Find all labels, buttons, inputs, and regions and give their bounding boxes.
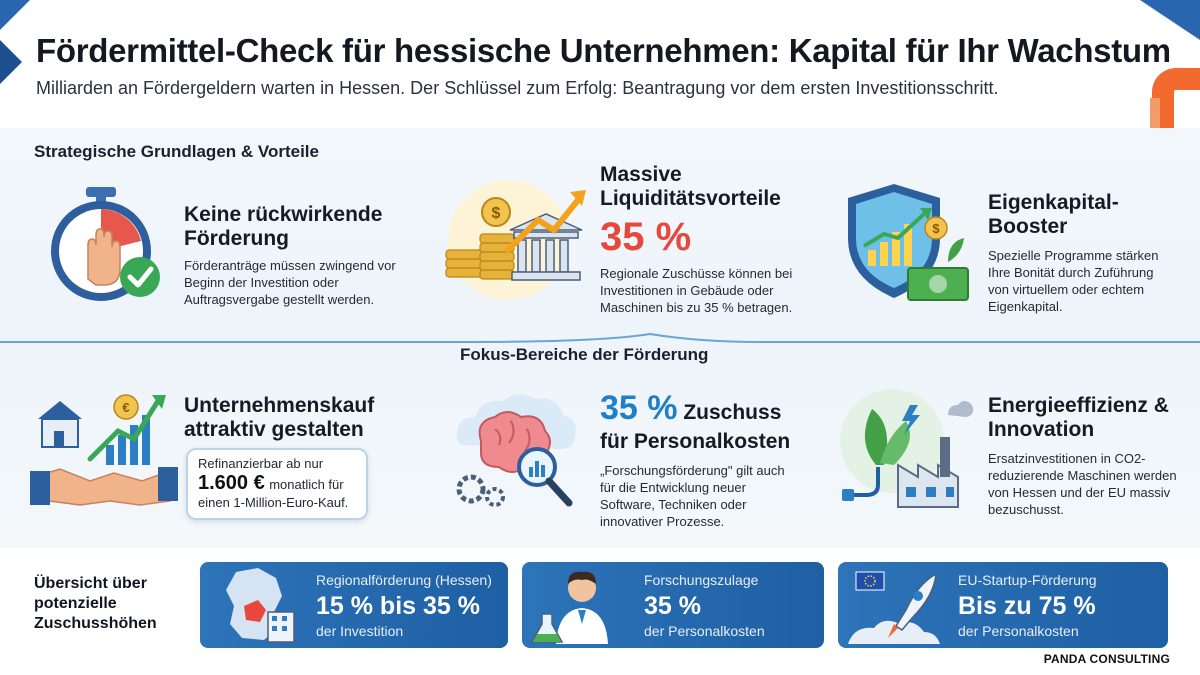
section-label-fokus: Fokus-Bereiche der Förderung	[460, 345, 709, 364]
leaf-plug-factory-icon	[840, 389, 974, 508]
brain-magnifier-gears-icon	[456, 394, 576, 507]
feature-keine-rueckwirkende-foerderung: Keine rückwirkende Förderung Förderanträ…	[184, 203, 414, 308]
germany-map-building-icon	[226, 568, 295, 643]
card-sub: der Investition	[316, 623, 404, 639]
card-value: 35 %	[644, 592, 701, 620]
card-label: Regionalförderung (Hessen)	[316, 572, 492, 588]
feature-personalkosten: 35 % Zuschuss für Personalkosten „Forsch…	[600, 386, 820, 530]
svg-text:$: $	[492, 205, 501, 222]
feature-liquiditaetsvorteile: Massive Liquiditätsvorteile 35 % Regiona…	[600, 163, 810, 316]
feature-title: Zuschuss	[683, 401, 782, 424]
corner-decoration-right	[1140, 0, 1200, 130]
svg-text:€: €	[122, 400, 129, 415]
card-label: Forschungszulage	[644, 572, 759, 588]
stopwatch-hand-check-icon	[51, 187, 160, 301]
card-forschungszulage: Forschungszulage 35 % der Personalkosten	[522, 562, 824, 648]
callout-amount: 1.600 €	[198, 472, 265, 494]
card-label: EU-Startup-Förderung	[958, 572, 1097, 588]
feature-title: Unternehmenskauf attraktiv gestalten	[184, 394, 375, 441]
section-label-grundlagen: Strategische Grundlagen & Vorteile	[34, 142, 319, 161]
card-value: Bis zu 75 %	[958, 592, 1096, 620]
highlight-percent: 35 %	[600, 215, 692, 259]
feature-title: Keine rückwirkende Förderung	[184, 203, 383, 250]
overview-label: Übersicht über potenzielle Zuschusshöhen	[34, 575, 157, 632]
feature-eigenkapital-booster: Eigenkapital-Booster Spezielle Programme…	[988, 191, 1178, 315]
callout-text: einen 1-Million-Euro-Kauf.	[198, 495, 349, 510]
eu-flag-rocket-icon	[848, 571, 940, 644]
feature-text: Förderanträge müssen zwingend vor Beginn…	[184, 258, 396, 307]
brand-logo-text: PANDA CONSULTING	[1043, 652, 1170, 666]
house-handshake-growth-icon: €	[30, 394, 178, 506]
page-title: Fördermittel-Check für hessische Unterne…	[36, 32, 1171, 69]
feature-text: „Forschungsförderung" gilt auch für die …	[600, 463, 785, 529]
feature-text: Regionale Zuschüsse können bei Investiti…	[600, 266, 793, 315]
svg-text:$: $	[932, 221, 940, 236]
feature-energieeffizienz: Energieeffizienz & Innovation Ersatzinve…	[988, 394, 1178, 518]
card-sub: der Personalkosten	[958, 623, 1079, 639]
shield-chart-money-icon: $	[848, 184, 969, 301]
callout-text: Refinanzierbar ab nur	[198, 456, 324, 471]
feature-title: Eigenkapital-Booster	[988, 191, 1119, 238]
card-value: 15 % bis 35 %	[316, 592, 480, 620]
feature-title: Energieeffizienz & Innovation	[988, 394, 1169, 441]
callout-refinanzierung: Refinanzierbar ab nur 1.600 € monatlich …	[186, 448, 368, 520]
card-eu-startup: EU-Startup-Förderung Bis zu 75 % der Per…	[838, 562, 1168, 648]
feature-title: für Personalkosten	[600, 430, 791, 453]
highlight-percent: 35 %	[600, 389, 678, 427]
coins-bank-growth-icon: $	[445, 180, 586, 300]
card-regionalfoerderung: Regionalförderung (Hessen) 15 % bis 35 %…	[200, 562, 508, 648]
section-divider	[0, 332, 1200, 343]
feature-text: Ersatzinvestitionen in CO2-reduzierende …	[988, 451, 1177, 517]
scientist-flask-icon	[530, 571, 608, 644]
callout-text: monatlich für	[269, 477, 344, 492]
feature-unternehmenskauf: Unternehmenskauf attraktiv gestalten	[184, 394, 404, 442]
card-sub: der Personalkosten	[644, 623, 765, 639]
feature-title: Massive Liquiditätsvorteile	[600, 163, 781, 210]
page-subtitle: Milliarden an Fördergeldern warten in He…	[36, 78, 999, 98]
corner-decoration-left	[0, 0, 30, 84]
feature-text: Spezielle Programme stärken Ihre Bonität…	[988, 248, 1159, 314]
